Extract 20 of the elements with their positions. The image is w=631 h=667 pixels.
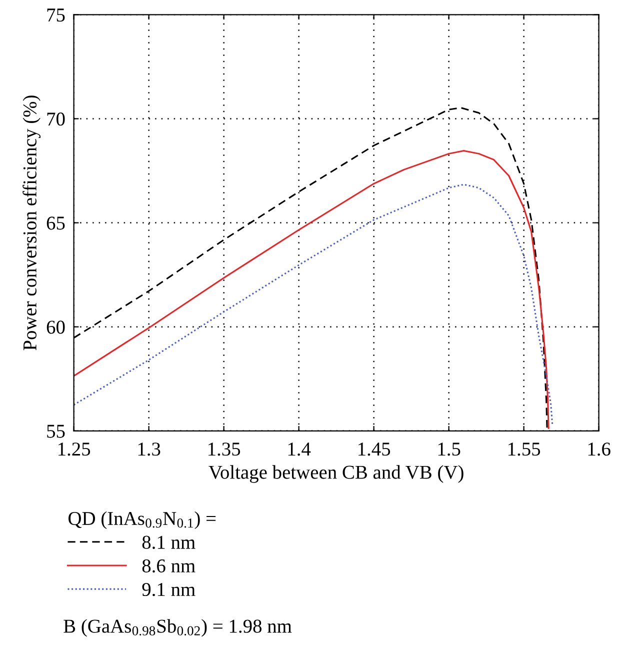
y-tick-label: 55 bbox=[47, 424, 65, 438]
y-tick-label: 65 bbox=[46, 216, 65, 230]
legend-label: 8.1 nm bbox=[142, 536, 196, 549]
legend-label: 9.1 nm bbox=[142, 582, 196, 596]
x-tick-label: 1.3 bbox=[138, 442, 160, 456]
x-tick-label: 1.6 bbox=[588, 442, 610, 456]
legend-title: QD (InAs$_{0.9}$N$_{0.1}$) = bbox=[68, 511, 216, 529]
x-axis-title: Voltage between CB and VB (V) bbox=[208, 465, 464, 483]
x-tick-label: 1.5 bbox=[438, 442, 460, 456]
x-tick-label: 1.45 bbox=[358, 442, 390, 456]
legend-label: 8.6 nm bbox=[142, 559, 196, 573]
y-tick-label: 75 bbox=[47, 8, 65, 22]
x-tick-label: 1.35 bbox=[208, 442, 240, 456]
x-tick-label: 1.55 bbox=[508, 442, 540, 456]
y-axis-title: Power conversion efficiency (%) bbox=[22, 96, 40, 350]
y-tick-label: 70 bbox=[47, 112, 65, 126]
text: B (GaAs$_{0.98}$Sb$_{0.02}$) = 1.98 nm bbox=[64, 619, 292, 637]
x-tick-label: 1.4 bbox=[288, 442, 311, 456]
y-tick-label: 60 bbox=[46, 320, 65, 334]
x-tick-label: 1.25 bbox=[58, 442, 90, 456]
